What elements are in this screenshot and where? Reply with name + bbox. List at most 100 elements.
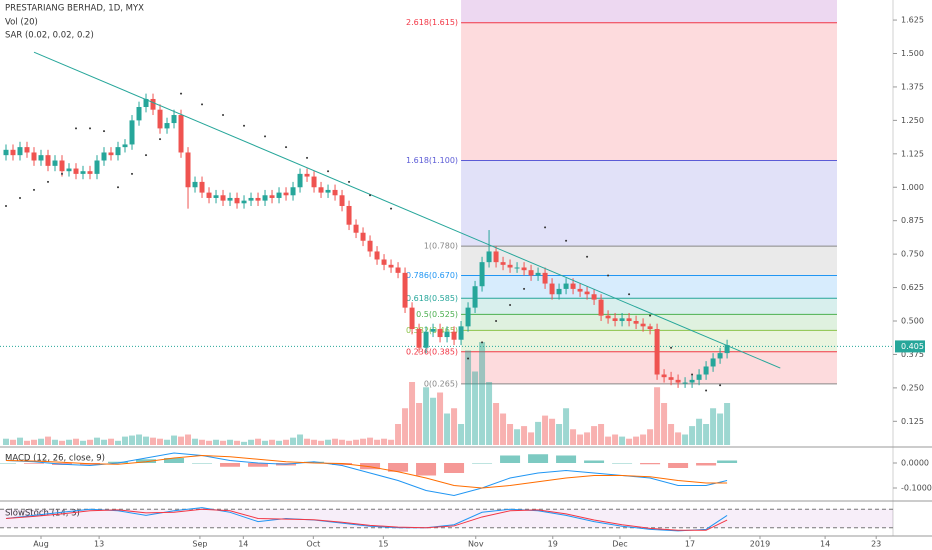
- candle-body: [570, 283, 576, 289]
- volume-bar: [213, 439, 220, 445]
- candle-body: [199, 181, 205, 193]
- x-tick-label: 17: [685, 540, 695, 549]
- candle-body: [101, 152, 107, 161]
- volume-bar: [549, 418, 556, 445]
- volume-bar: [577, 434, 584, 445]
- candle-body: [437, 329, 443, 338]
- volume-bar: [647, 429, 654, 445]
- volume-bar: [311, 439, 318, 445]
- sar-dot: [201, 103, 204, 106]
- candle-body: [388, 264, 394, 268]
- sar-dot: [33, 188, 36, 191]
- volume-bar: [80, 440, 87, 445]
- fib-band: [461, 314, 837, 331]
- candle-body: [24, 147, 30, 153]
- candle-body: [444, 331, 450, 338]
- sar-dot: [75, 127, 78, 130]
- candle-body: [717, 353, 723, 359]
- sar-dot: [523, 287, 526, 290]
- volume-bar: [206, 440, 213, 445]
- candle-body: [486, 251, 492, 263]
- volume-bar: [514, 429, 521, 445]
- candle-body: [206, 192, 212, 198]
- candle-body: [143, 98, 149, 108]
- candle-body: [234, 197, 240, 204]
- volume-bar: [416, 403, 423, 445]
- candle-body: [192, 181, 198, 188]
- candle-body: [311, 176, 317, 188]
- y-tick-label: 1.000: [901, 183, 924, 192]
- candle-body: [542, 272, 548, 284]
- volume-bar: [87, 439, 94, 445]
- volume-bar: [234, 440, 241, 445]
- x-tick-label: 15: [378, 540, 388, 549]
- sar-dot: [4, 204, 7, 207]
- volume-bar: [192, 438, 199, 445]
- sar-dot: [495, 320, 498, 323]
- volume-bar: [262, 440, 269, 445]
- sar-dot: [467, 357, 470, 360]
- volume-bar: [101, 439, 108, 445]
- macd-histogram-bar: [416, 463, 437, 476]
- candle-body: [612, 318, 618, 322]
- y-tick-label: 0.500: [901, 317, 924, 326]
- sar-dot: [705, 389, 708, 392]
- sar-dot: [117, 186, 120, 189]
- volume-bar: [52, 439, 59, 445]
- volume-bar: [220, 440, 227, 445]
- fib-layer: 2.618(1.615) 1.618(1.100) 1(0.780) 0.786(0.…: [406, 0, 837, 388]
- candle-body: [325, 189, 331, 193]
- macd-histogram-bar: [584, 460, 605, 463]
- macd-histogram-bar: [528, 454, 549, 463]
- volume-bar: [458, 424, 465, 445]
- volume-bar: [94, 437, 101, 445]
- sar-dot: [180, 92, 183, 95]
- y-tick-label: 0.375: [901, 350, 924, 359]
- candle-body: [115, 147, 121, 156]
- volume-bar: [689, 426, 696, 445]
- candle-body: [136, 107, 142, 121]
- volume-bar: [227, 439, 234, 445]
- volume-bar: [346, 440, 353, 445]
- candle-body: [381, 259, 387, 265]
- candle-body: [80, 171, 86, 174]
- y-tick-label: 0.625: [901, 283, 924, 292]
- volume-bar: [325, 439, 332, 445]
- y-tick-label: 0.750: [901, 250, 924, 259]
- candle-body: [73, 168, 79, 174]
- fib-label: 2.618(1.615): [406, 18, 458, 27]
- x-tick-label: Sep: [192, 540, 207, 549]
- sar-dot: [222, 114, 225, 117]
- macd-histogram-bar: [220, 463, 241, 467]
- macd-label: MACD (12, 26, close, 9): [5, 454, 105, 464]
- y-tick-label: 1.625: [901, 16, 924, 25]
- volume-bar: [633, 436, 640, 445]
- candle-body: [703, 366, 709, 375]
- fib-band: [461, 298, 837, 315]
- fib-label: 0(0.265): [424, 379, 458, 388]
- volume-bar: [451, 408, 458, 445]
- candle-body: [507, 264, 513, 268]
- x-tick-label: Oct: [306, 540, 320, 549]
- volume-bar: [150, 437, 157, 445]
- volume-bar: [115, 440, 122, 445]
- fib-label: 0.786(0.670): [406, 271, 458, 280]
- macd-histogram-bar: [304, 461, 325, 463]
- sar-dot: [390, 207, 393, 210]
- x-tick-label: 13: [94, 540, 104, 549]
- candle-body: [157, 109, 163, 129]
- candle-body: [122, 144, 128, 148]
- candle-body: [248, 197, 254, 201]
- candle-body: [31, 152, 37, 161]
- volume-bar: [381, 438, 388, 445]
- volume-bar: [248, 439, 255, 445]
- volume-bar: [178, 436, 185, 445]
- stoch-k-line: [5, 507, 728, 532]
- x-tick-label: 14: [820, 540, 830, 549]
- fib-label: 1(0.780): [424, 242, 458, 251]
- x-tick-label: 23: [871, 540, 881, 549]
- volume-bar: [360, 438, 367, 445]
- volume-bar: [437, 392, 444, 445]
- fib-label: 1.618(1.100): [406, 156, 458, 165]
